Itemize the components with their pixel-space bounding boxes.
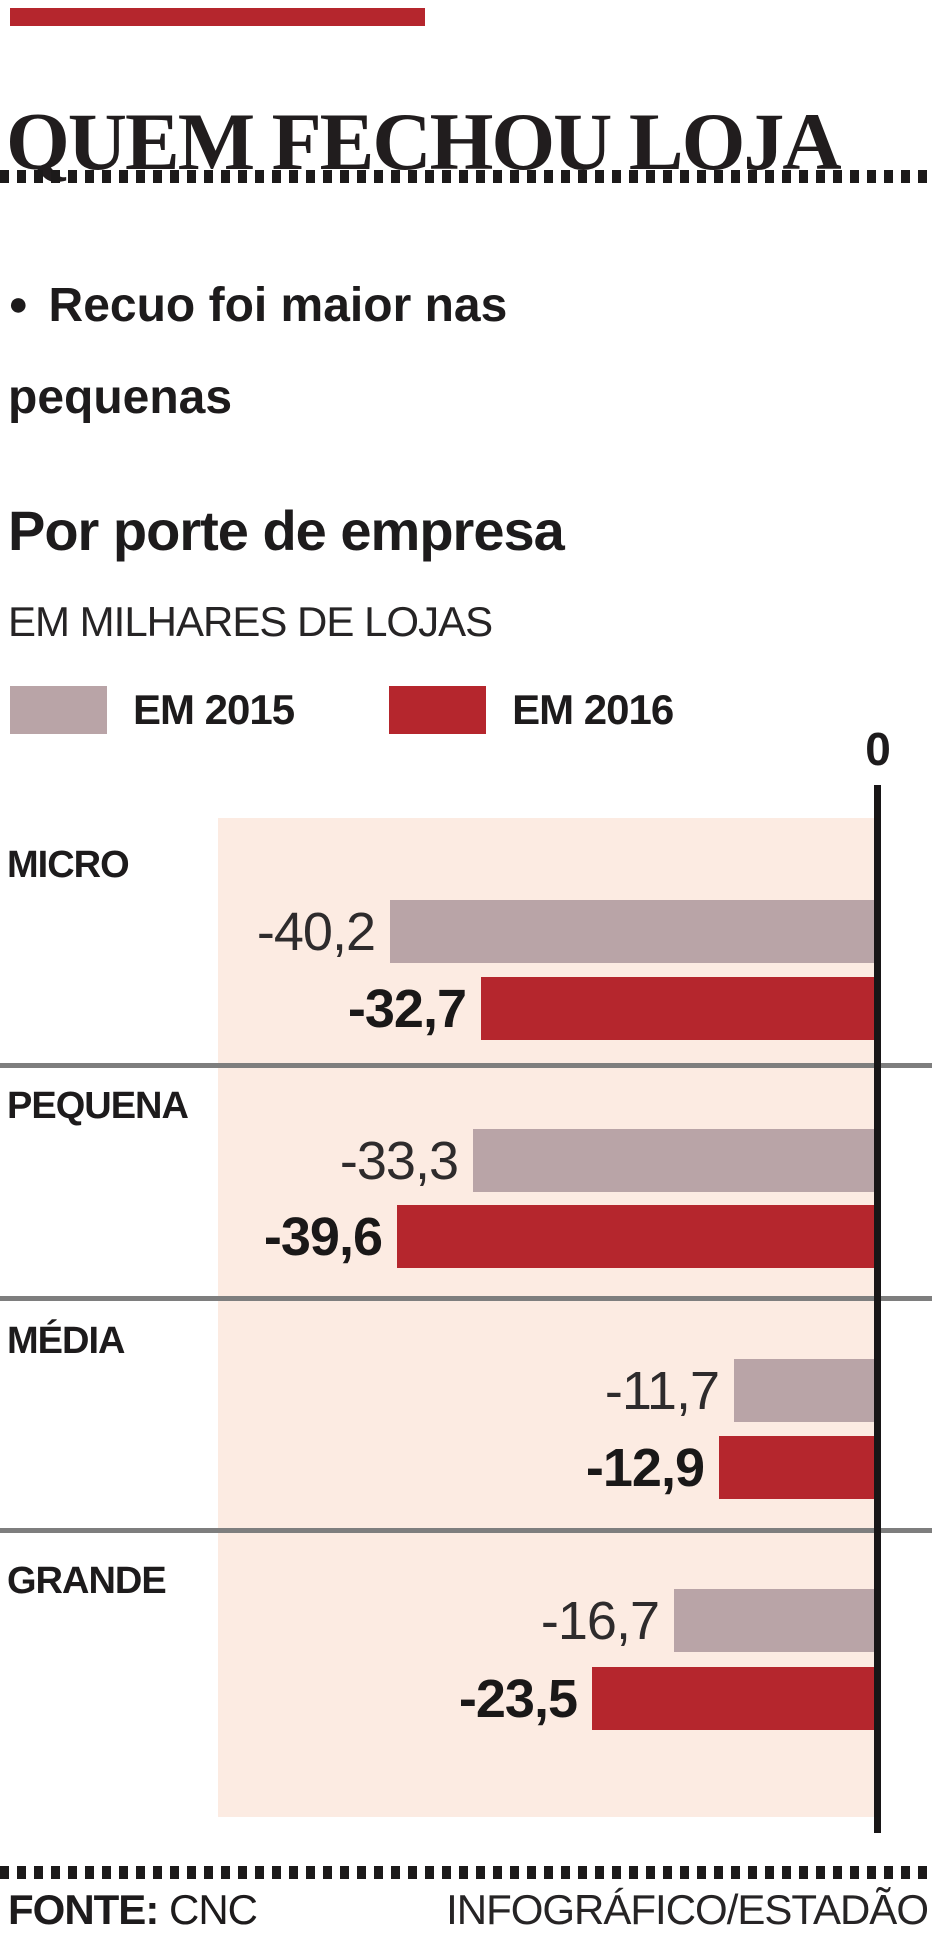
row-separator-1	[0, 1296, 932, 1301]
chart-units-label: EM MILHARES DE LOJAS	[8, 598, 493, 645]
bullet-icon: ●	[8, 285, 29, 323]
source-note: FONTE: CNC	[8, 1886, 258, 1934]
legend-label-2015: EM 2015	[133, 686, 295, 733]
value-label-2015-grande: -16,7	[540, 1590, 660, 1651]
bar-group-2015-media: -11,7	[605, 1359, 875, 1422]
bar-2015-grande	[674, 1589, 875, 1652]
bar-group-2015-grande: -16,7	[541, 1589, 875, 1652]
highlight-text: ● Recuo foi maior nas pequenas	[8, 258, 608, 444]
bar-group-2016-pequena: -39,6	[264, 1205, 875, 1268]
value-label-2015-media: -11,7	[604, 1360, 720, 1421]
axis-zero-label: 0	[865, 723, 891, 775]
bar-group-2016-media: -12,9	[586, 1436, 875, 1499]
credit-note: INFOGRÁFICO/ESTADÃO	[446, 1886, 929, 1933]
legend-label-2016: EM 2016	[512, 686, 674, 733]
value-label-2015-micro: -40,2	[256, 901, 376, 962]
value-label-2016-micro: -32,7	[347, 978, 467, 1039]
source-value: CNC	[168, 1886, 258, 1933]
legend: EM 2015 EM 2016	[10, 686, 674, 734]
zero-axis-line	[874, 785, 881, 1833]
row-separator-2	[0, 1528, 932, 1533]
dotted-divider-bottom	[0, 1866, 932, 1879]
value-label-2015-pequena: -33,3	[339, 1130, 459, 1191]
legend-swatch-2015	[10, 686, 107, 734]
row-separator-0	[0, 1063, 932, 1068]
bar-2015-micro	[390, 900, 875, 963]
bar-group-2015-pequena: -33,3	[340, 1129, 875, 1192]
bar-2016-pequena	[397, 1205, 875, 1268]
highlight-label: Recuo foi maior nas pequenas	[8, 279, 508, 424]
source-label: FONTE:	[8, 1886, 159, 1933]
accent-bar	[10, 8, 425, 26]
bar-2016-grande	[592, 1667, 875, 1730]
bar-group-2015-micro: -40,2	[257, 900, 875, 963]
category-label-pequena: PEQUENA	[7, 1085, 189, 1127]
category-label-media: MÉDIA	[7, 1320, 125, 1362]
value-label-2016-media: -12,9	[585, 1437, 705, 1498]
category-label-grande: GRANDE	[7, 1560, 167, 1602]
value-label-2016-grande: -23,5	[458, 1668, 578, 1729]
bar-group-2016-grande: -23,5	[459, 1667, 875, 1730]
category-label-micro: MICRO	[7, 844, 130, 886]
bar-2015-media	[734, 1359, 875, 1422]
bar-2015-pequena	[473, 1129, 875, 1192]
value-label-2016-pequena: -39,6	[263, 1206, 383, 1267]
bar-2016-media	[719, 1436, 875, 1499]
legend-swatch-2016	[389, 686, 487, 734]
chart-title: Por porte de empresa	[8, 499, 565, 562]
dotted-divider-top	[0, 170, 932, 183]
bar-group-2016-micro: -32,7	[348, 977, 875, 1040]
bar-2016-micro	[481, 977, 875, 1040]
